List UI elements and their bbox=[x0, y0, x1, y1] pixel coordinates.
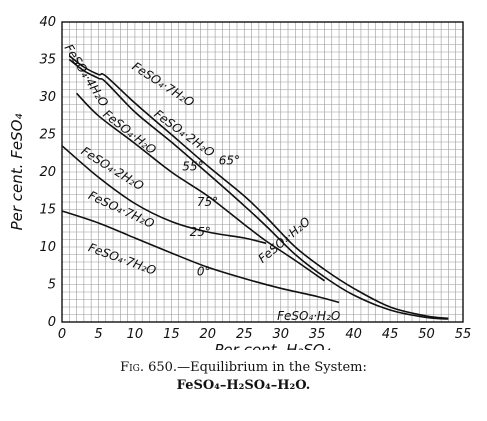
y-tick-label: 0 bbox=[48, 315, 56, 330]
figure-caption: Fig. 650.—Equilibrium in the System: bbox=[0, 360, 487, 375]
x-tick-label: 0 bbox=[58, 327, 66, 342]
plot-frame bbox=[61, 21, 464, 323]
x-tick-label: 40 bbox=[345, 327, 362, 342]
temperature-label-4: 0° bbox=[197, 265, 211, 279]
temperature-label-2: 75° bbox=[197, 195, 218, 209]
caption-system: FeSO₄–H₂SO₄–H₂O. bbox=[176, 378, 311, 393]
x-tick-label: 10 bbox=[127, 327, 144, 342]
caption-title: —Equilibrium in the System: bbox=[177, 360, 367, 375]
isotherm-curve-1 bbox=[68, 58, 449, 320]
x-tick-label: 20 bbox=[200, 327, 217, 342]
x-axis-title: Per cent. H₂SO₄ bbox=[214, 341, 330, 350]
y-tick-label: 35 bbox=[39, 53, 56, 68]
caption-prefix: Fig. 650. bbox=[120, 360, 178, 375]
y-tick-label: 5 bbox=[48, 278, 56, 293]
isotherm-curve-3 bbox=[61, 145, 267, 245]
phase-label-6: FeSO₄·7H₂O bbox=[86, 240, 157, 277]
y-tick-label: 15 bbox=[39, 203, 56, 218]
grid bbox=[62, 22, 463, 322]
x-tick-label: 15 bbox=[163, 327, 180, 342]
y-tick-label: 20 bbox=[39, 165, 56, 180]
y-tick-label: 10 bbox=[39, 240, 56, 255]
phase-label-8: FeSO₄·H₂O bbox=[277, 309, 340, 323]
y-tick-label: 25 bbox=[39, 128, 56, 143]
y-tick-label: 40 bbox=[39, 15, 56, 30]
temperature-label-3: 25° bbox=[190, 225, 211, 239]
x-tick-label: 45 bbox=[382, 327, 399, 342]
y-tick-label: 30 bbox=[39, 90, 56, 105]
curve-labels: FeSO₄·4H₂O FeSO₄·7H₂OFeSO₄·2H₂OFeSO₄·H₂OF… bbox=[62, 42, 341, 323]
y-axis-title: Per cent. FeSO₄ bbox=[8, 114, 26, 231]
isotherm-curve-2 bbox=[76, 92, 325, 282]
temperature-label-1: 55° bbox=[182, 160, 203, 174]
x-tick-label: 30 bbox=[272, 327, 289, 342]
isotherm-curve-4 bbox=[61, 210, 340, 304]
x-tick-label: 25 bbox=[236, 327, 253, 342]
x-tick-label: 35 bbox=[309, 327, 326, 342]
chart: 0 5 10 15 20 25 30 35 40 45 50 55 0 5 10 15 20 25 30 35 40 F… bbox=[8, 15, 471, 350]
tick-labels: 0 5 10 15 20 25 30 35 40 45 50 55 0 5 10 15 20 25 30 35 40 bbox=[39, 15, 471, 342]
curves bbox=[61, 55, 449, 320]
temperature-label-0: 65° bbox=[219, 154, 240, 168]
x-tick-label: 50 bbox=[418, 327, 435, 342]
x-tick-label: 55 bbox=[455, 327, 472, 342]
x-tick-label: 5 bbox=[94, 327, 102, 342]
isotherm-curve-0 bbox=[68, 55, 449, 320]
